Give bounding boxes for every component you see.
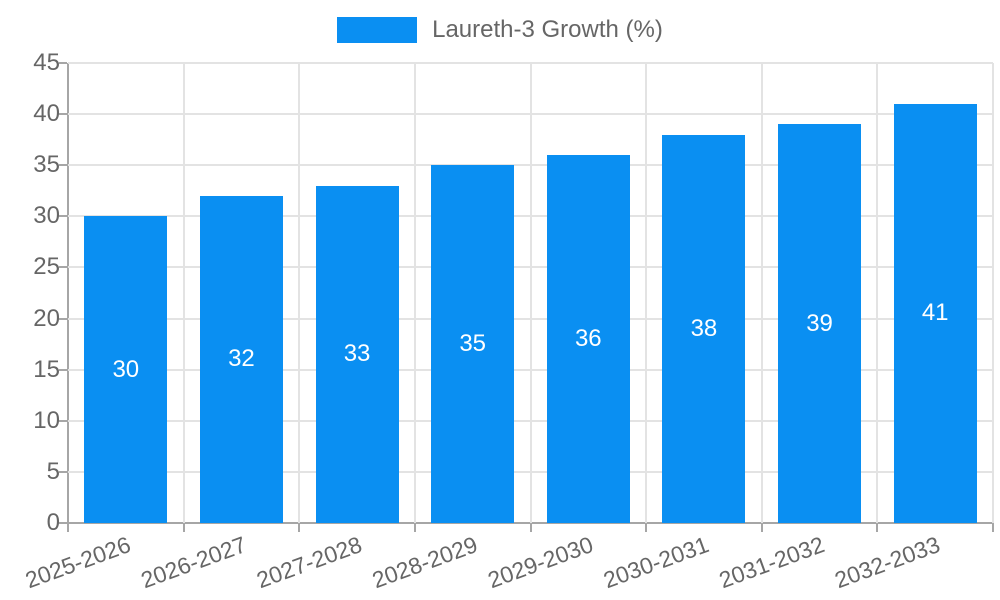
x-tick-mark [992,524,994,532]
x-tick-mark [298,524,301,532]
legend-swatch-icon [337,17,418,43]
bar-value-label: 36 [574,325,602,352]
x-axis-line [67,522,994,524]
x-tick-label: 2029-2030 [484,531,597,594]
x-tick-label: 2025-2026 [21,531,135,594]
bar-value-label: 39 [806,309,833,337]
x-tick-label: 2028-2029 [368,531,481,594]
y-tick-label: 10 [33,406,60,434]
legend-label: Laureth-3 Growth (%) [432,16,663,43]
v-gridline [760,63,763,523]
y-tick-mark [59,266,67,269]
bar: 36 [546,155,630,523]
x-tick-mark [645,524,648,532]
y-tick-mark [59,215,67,218]
x-tick-mark [182,524,185,532]
v-gridline [182,63,185,523]
v-gridline [298,63,301,523]
x-tick-label: 2026-2027 [137,531,250,594]
x-tick-mark [413,524,416,532]
bar-value-label: 41 [921,299,949,327]
y-tick-label: 20 [33,304,60,332]
x-tick-label: 2032-2033 [831,531,944,594]
bar: 32 [199,195,283,523]
bar-value-label: 33 [343,340,371,368]
x-tick-label: 2030-2031 [599,531,713,594]
v-gridline [876,63,879,523]
y-tick-label: 40 [33,100,60,128]
y-tick-mark [59,522,67,524]
v-gridline [645,63,648,523]
x-tick-mark [876,524,879,532]
bar-value-label: 38 [690,314,718,342]
y-tick-label: 45 [33,49,60,76]
bar: 33 [315,185,399,523]
bar: 38 [662,134,746,523]
bar-value-label: 32 [228,345,255,373]
v-gridline [992,63,994,523]
y-tick-label: 0 [46,509,60,536]
y-tick-mark [59,62,67,64]
v-gridline [413,63,416,523]
y-tick-label: 25 [33,253,60,281]
bar: 35 [431,165,515,523]
y-tick-mark [59,470,67,473]
x-tick-label: 2027-2028 [253,531,366,594]
bar: 39 [778,124,862,523]
y-tick-mark [59,164,67,167]
v-gridline [529,63,532,523]
x-tick-mark [760,524,763,532]
plot-area: 0 5 10 15 20 25 30 35 40 45 30 2025-2026 32 2026-2027… [22,51,994,593]
y-tick-label: 15 [33,355,60,383]
bar: 30 [84,216,168,523]
x-tick-mark [529,524,532,532]
y-tick-label: 30 [33,202,60,230]
y-tick-label: 35 [33,151,60,179]
bar: 41 [893,103,977,523]
y-tick-mark [59,419,67,422]
bar-value-label: 35 [459,330,487,358]
legend[interactable]: Laureth-3 Growth (%) [0,16,1000,44]
y-tick-label: 5 [46,457,60,485]
x-tick-label: 2031-2032 [715,531,828,594]
bar-value-label: 30 [112,355,140,383]
y-axis-line [67,63,69,524]
y-tick-mark [59,368,67,371]
y-tick-mark [59,317,67,320]
y-tick-mark [59,113,67,116]
x-tick-mark [67,524,69,532]
